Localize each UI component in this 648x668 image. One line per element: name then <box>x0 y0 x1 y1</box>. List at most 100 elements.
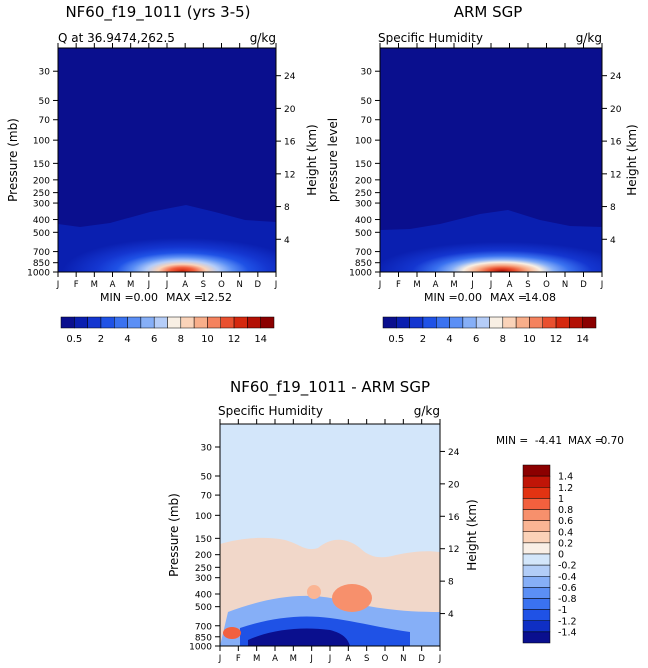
diff-month-tick-label: J <box>218 654 222 664</box>
model-y2-axis-label: Height (km) <box>305 124 319 195</box>
model-height-tick-label: 4 <box>284 236 290 246</box>
obs-pressure-tick-label: 150 <box>355 160 372 170</box>
model-pressure-tick-label: 50 <box>39 97 51 107</box>
model-y2-ticks: 4 8 12 16 20 24 <box>276 72 296 246</box>
obs-height-tick-label: 8 <box>610 203 616 213</box>
diff-pressure-tick-label: 1000 <box>189 643 212 653</box>
model-pressure-tick-label: 1000 <box>27 269 50 279</box>
model-colorbar-swatch <box>153 316 168 329</box>
model-subtitle: Q at 36.9474,262.5 <box>58 31 175 45</box>
model-contour-core <box>58 210 276 272</box>
model-month-tick-label: N <box>236 280 242 290</box>
diff-month-tick-label: A <box>272 654 278 664</box>
model-pressure-tick-label: 70 <box>39 116 51 126</box>
model-colorbar-swatch <box>87 316 102 329</box>
obs-colorbar-swatch <box>582 316 597 329</box>
obs-pressure-tick-label: 200 <box>355 176 372 186</box>
diff-colorbar-swatch <box>522 464 551 477</box>
model-colorbar-swatch <box>127 316 142 329</box>
obs-panel: ARM SGP Specific Humidity g/kg 305070100… <box>326 3 639 345</box>
diff-colorbar-label: -0.4 <box>558 572 577 583</box>
diff-month-tick-label: D <box>418 654 425 664</box>
model-colorbar-swatch <box>260 316 275 329</box>
diff-pressure-tick-label: 500 <box>195 603 212 613</box>
obs-month-tick-label: J <box>489 280 493 290</box>
diff-negative-core <box>248 628 350 646</box>
obs-height-tick-label: 12 <box>610 170 621 180</box>
obs-colorbar-swatch <box>396 316 410 329</box>
model-min-label: MIN = <box>100 291 134 304</box>
obs-colorbar-swatch <box>382 316 397 329</box>
diff-colorbar-swatch <box>522 564 551 577</box>
obs-height-tick-label: 4 <box>610 236 616 246</box>
diff-max-label: MAX = <box>568 435 604 447</box>
obs-pressure-tick-label: 50 <box>361 97 373 107</box>
model-pressure-tick-label: 30 <box>39 68 51 78</box>
obs-colorbar-label: 12 <box>550 334 563 345</box>
obs-pressure-tick-label: 850 <box>355 259 372 269</box>
model-max-value: 12.52 <box>201 291 233 304</box>
obs-month-tick-label: J <box>378 280 382 290</box>
diff-pressure-tick-label: 30 <box>201 444 213 454</box>
obs-month-tick-label: A <box>433 280 439 290</box>
diff-height-tick-label: 24 <box>448 448 460 458</box>
model-min-value: 0.00 <box>134 291 159 304</box>
obs-pressure-tick-label: 500 <box>355 229 372 239</box>
diff-colorbar-label: -0.6 <box>558 583 577 594</box>
model-colorbar-swatch <box>247 316 261 329</box>
diff-y-axis-label: Pressure (mb) <box>167 493 181 577</box>
obs-max-value: 14.08 <box>525 291 557 304</box>
model-month-tick-label: A <box>110 280 116 290</box>
model-height-tick-label: 12 <box>284 170 295 180</box>
model-colorbar-swatch <box>233 316 248 329</box>
model-colorbar-swatch <box>220 316 235 329</box>
diff-colorbar-swatch <box>522 609 551 621</box>
model-colorbar-label: 12 <box>228 334 241 345</box>
obs-colorbar-label: 4 <box>446 334 452 345</box>
obs-max-label: MAX = <box>490 291 527 304</box>
diff-subtitle: Specific Humidity <box>218 404 323 418</box>
diff-colorbar: 1.41.210.80.60.40.20-0.2-0.4-0.6-0.8-1-1… <box>522 464 577 644</box>
obs-colorbar-swatch <box>409 316 424 329</box>
obs-colorbar-swatch <box>489 316 504 329</box>
obs-colorbar-swatch <box>449 316 464 329</box>
diff-colorbar-swatch <box>522 520 551 532</box>
obs-colorbar-label: 6 <box>473 334 479 345</box>
obs-height-tick-label: 16 <box>610 138 622 148</box>
model-colorbar-swatch <box>114 316 128 329</box>
model-pressure-tick-label: 200 <box>33 176 50 186</box>
diff-pressure-tick-label: 250 <box>195 564 212 574</box>
obs-colorbar-label: 8 <box>500 334 506 345</box>
model-colorbar-label: 0.5 <box>66 334 82 345</box>
diff-colorbar-swatch <box>522 631 551 644</box>
diff-colorbar-swatch <box>522 553 551 566</box>
obs-min-label: MIN = <box>424 291 458 304</box>
model-month-tick-label: J <box>56 280 60 290</box>
diff-colorbar-label: 1.2 <box>558 483 573 494</box>
model-pressure-tick-label: 150 <box>33 160 50 170</box>
model-month-tick-label: O <box>218 280 225 290</box>
model-title: NF60_f19_1011 (yrs 3-5) <box>65 3 250 22</box>
model-colorbar-label: 2 <box>98 334 104 345</box>
model-units: g/kg <box>250 31 276 45</box>
diff-colorbar-swatch <box>522 487 551 499</box>
diff-colorbar-label: -1.4 <box>558 627 577 638</box>
diff-colorbar-label: -0.8 <box>558 594 577 605</box>
obs-colorbar-swatch <box>529 316 543 329</box>
obs-units: g/kg <box>576 31 602 45</box>
obs-colorbar-swatch <box>436 316 450 329</box>
obs-colorbar: 0.5 2 4 6 8 10 12 14 <box>382 316 597 345</box>
model-colorbar-swatch <box>60 316 75 329</box>
diff-title: NF60_f19_1011 - ARM SGP <box>230 378 430 397</box>
diff-month-tick-label: F <box>236 654 241 664</box>
model-colorbar-label: 6 <box>151 334 157 345</box>
diff-positive-patch-low <box>223 627 241 639</box>
model-colorbar-label: 10 <box>201 334 214 345</box>
model-month-tick-label: A <box>182 280 188 290</box>
diff-colorbar-label: 1 <box>558 494 564 505</box>
diff-month-tick-label: N <box>400 654 406 664</box>
diff-pressure-tick-label: 70 <box>201 492 213 502</box>
